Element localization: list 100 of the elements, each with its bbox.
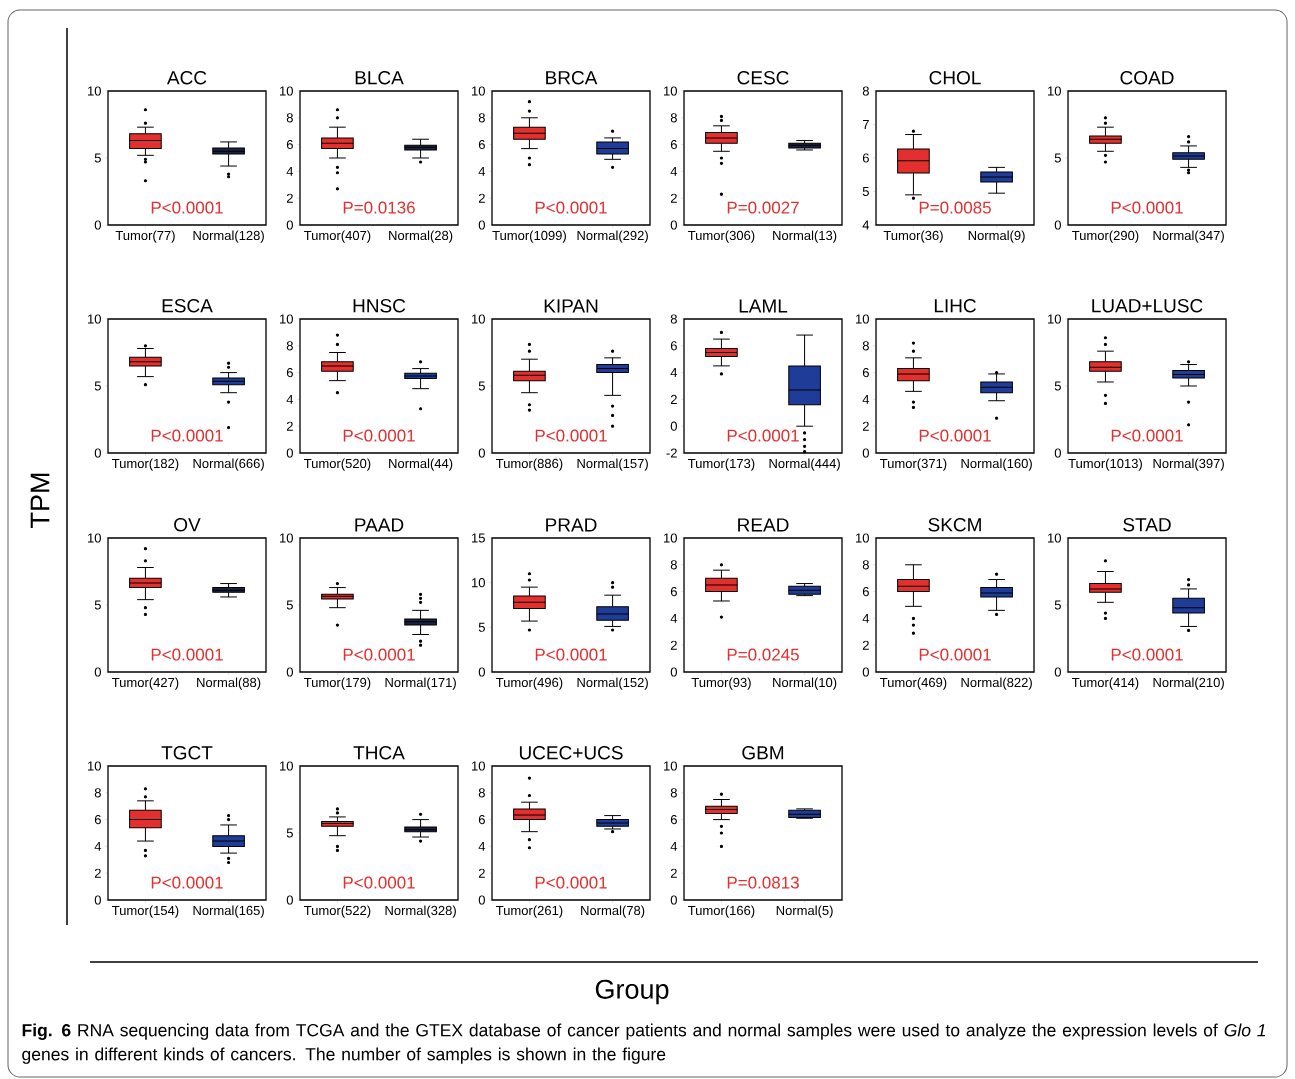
chart-title: BRCA bbox=[546, 71, 598, 85]
y-tick-label: 10 bbox=[1048, 314, 1061, 324]
x-tick-label: Normal(128) bbox=[193, 230, 264, 243]
x-tick-label: Normal(28) bbox=[389, 230, 453, 243]
x-tick-label: Normal(666) bbox=[193, 458, 264, 471]
y-tick-label: 6 bbox=[478, 139, 485, 150]
x-tick-label: Tumor(173) bbox=[688, 458, 755, 471]
y-tick-label: 2 bbox=[670, 640, 677, 650]
y-tick-label: 10 bbox=[280, 314, 293, 324]
y-tick-label: 5 bbox=[286, 828, 293, 838]
y-tick-label: 8 bbox=[862, 341, 869, 351]
y-tick-label: 2 bbox=[670, 193, 677, 203]
y-tick-label: 7 bbox=[862, 120, 869, 129]
x-tick-label: Normal(292) bbox=[577, 230, 648, 243]
y-tick-label: 8 bbox=[286, 341, 293, 351]
x-tick-label: Normal(157) bbox=[577, 458, 648, 471]
chart-title: SKCM bbox=[928, 518, 981, 532]
y-tick-label: 0 bbox=[862, 667, 869, 677]
y-tick-label: 0 bbox=[670, 220, 677, 230]
x-tick-label: Tumor(77) bbox=[115, 230, 175, 243]
y-tick-label: 0 bbox=[478, 220, 485, 230]
y-tick-label: 10 bbox=[664, 761, 677, 771]
y-tick-label: 10 bbox=[88, 314, 101, 324]
x-tick-label: Tumor(522) bbox=[304, 905, 371, 918]
y-tick-label: 6 bbox=[670, 814, 677, 825]
y-tick-label: 2 bbox=[670, 394, 677, 404]
x-tick-label: Normal(171) bbox=[385, 677, 456, 690]
chart-title: CESC bbox=[737, 71, 789, 85]
y-tick-label: -2 bbox=[666, 448, 677, 458]
y-tick-label: 6 bbox=[862, 586, 869, 597]
y-tick-label: 2 bbox=[862, 421, 869, 431]
y-tick-label: 0 bbox=[286, 667, 293, 677]
y-tick-label: 4 bbox=[862, 394, 870, 404]
y-tick-label: 0 bbox=[478, 448, 485, 458]
y-tick-label: 4 bbox=[286, 394, 294, 404]
y-tick-label: 0 bbox=[862, 448, 869, 458]
x-tick-label: Tumor(496) bbox=[496, 677, 563, 690]
y-tick-label: 10 bbox=[88, 533, 101, 543]
y-tick-label: 5 bbox=[94, 381, 101, 391]
x-tick-label: Normal(160) bbox=[961, 458, 1032, 471]
chart-title: PRAD bbox=[546, 518, 597, 532]
y-tick-label: 6 bbox=[670, 341, 677, 351]
y-tick-label: 5 bbox=[478, 381, 485, 391]
y-tick-label: 2 bbox=[286, 193, 293, 203]
text: Group bbox=[595, 979, 669, 1005]
x-tick-label: Normal(9) bbox=[968, 230, 1025, 243]
x-tick-label: Tumor(306) bbox=[688, 230, 755, 243]
x-tick-label: Tumor(469) bbox=[880, 677, 947, 690]
annotation: P=0.0085 bbox=[919, 201, 991, 214]
y-tick-label: 8 bbox=[670, 560, 677, 570]
y-tick-label: 2 bbox=[286, 421, 293, 431]
y-tick-label: 6 bbox=[670, 586, 677, 597]
x-tick-label: Tumor(93) bbox=[691, 677, 751, 690]
x-tick-label: Normal(165) bbox=[193, 905, 264, 918]
chart-title: ESCA bbox=[162, 299, 213, 313]
annotation: P<0.0001 bbox=[919, 429, 991, 442]
y-tick-label: 5 bbox=[286, 600, 293, 610]
x-tick-label: Normal(152) bbox=[577, 677, 648, 690]
x-tick-label: Tumor(179) bbox=[304, 677, 371, 690]
y-tick-label: 5 bbox=[478, 622, 485, 632]
y-tick-label: 6 bbox=[478, 814, 485, 825]
y-tick-label: 8 bbox=[862, 86, 869, 96]
y-tick-label: 2 bbox=[478, 193, 485, 203]
chart-title: COAD bbox=[1120, 71, 1174, 85]
annotation: P<0.0001 bbox=[151, 648, 223, 661]
x-tick-label: Normal(347) bbox=[1153, 230, 1224, 243]
y-tick-label: 0 bbox=[478, 667, 485, 677]
x-tick-label: Tumor(886) bbox=[496, 458, 563, 471]
y-tick-label: 0 bbox=[1054, 448, 1061, 458]
annotation: P<0.0001 bbox=[151, 201, 223, 214]
y-tick-label: 5 bbox=[1054, 381, 1061, 391]
chart-title: UCEC+UCS bbox=[519, 746, 623, 760]
y-tick-label: 2 bbox=[478, 868, 485, 878]
x-tick-label: Normal(44) bbox=[389, 458, 453, 471]
y-tick-label: 2 bbox=[670, 868, 677, 878]
y-tick-label: 8 bbox=[286, 113, 293, 123]
y-tick-label: 10 bbox=[280, 761, 293, 771]
annotation: P=0.0245 bbox=[727, 648, 799, 661]
x-tick-label: Normal(444) bbox=[769, 458, 840, 471]
x-tick-label: Normal(13) bbox=[773, 230, 837, 243]
x-tick-label: Normal(5) bbox=[776, 905, 833, 918]
annotation: P<0.0001 bbox=[1111, 201, 1183, 214]
text: TPM bbox=[30, 473, 50, 528]
annotation: P=0.0136 bbox=[343, 201, 415, 214]
chart-title: LUAD+LUSC bbox=[1092, 299, 1203, 313]
y-tick-label: 0 bbox=[94, 220, 101, 230]
y-tick-label: 5 bbox=[862, 186, 869, 197]
chart-title: ACC bbox=[166, 71, 207, 85]
y-tick-label: 6 bbox=[286, 139, 293, 150]
y-tick-label: 0 bbox=[286, 448, 293, 458]
y-tick-label: 0 bbox=[286, 895, 293, 905]
annotation: P=0.0813 bbox=[727, 876, 799, 889]
y-tick-label: 8 bbox=[478, 113, 485, 123]
annotation: P<0.0001 bbox=[1111, 429, 1183, 442]
x-tick-label: Tumor(371) bbox=[880, 458, 947, 471]
y-tick-label: 8 bbox=[478, 788, 485, 798]
annotation: P<0.0001 bbox=[535, 429, 607, 442]
chart-title: PAAD bbox=[355, 518, 404, 532]
x-tick-label: Normal(78) bbox=[581, 905, 645, 918]
chart-title: TGCT bbox=[161, 746, 213, 760]
